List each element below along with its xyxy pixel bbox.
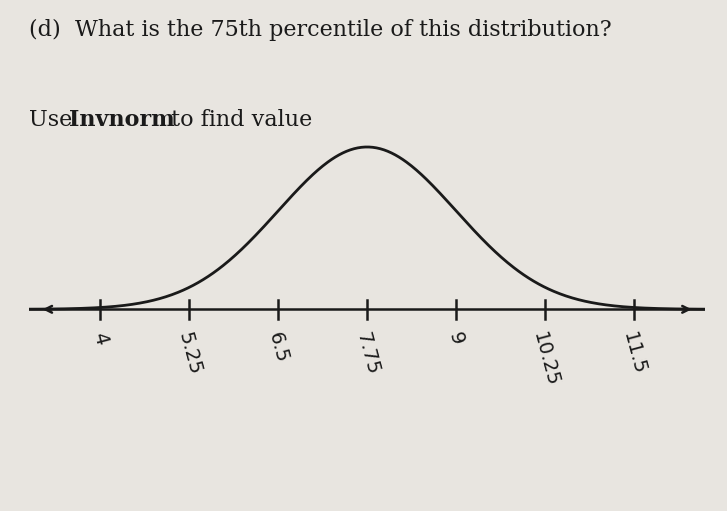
Text: Invnorm: Invnorm: [69, 108, 174, 131]
Text: 6.5: 6.5: [265, 331, 292, 365]
Text: 9: 9: [446, 331, 467, 347]
Text: 10.25: 10.25: [529, 331, 561, 389]
Text: 11.5: 11.5: [619, 331, 648, 377]
Text: 7.75: 7.75: [353, 331, 382, 377]
Text: to find value: to find value: [164, 108, 312, 131]
Text: (d)  What is the 75th percentile of this distribution?: (d) What is the 75th percentile of this …: [29, 19, 611, 41]
Text: 4: 4: [89, 331, 111, 347]
Text: Use: Use: [29, 108, 79, 131]
Text: 5.25: 5.25: [174, 331, 204, 378]
